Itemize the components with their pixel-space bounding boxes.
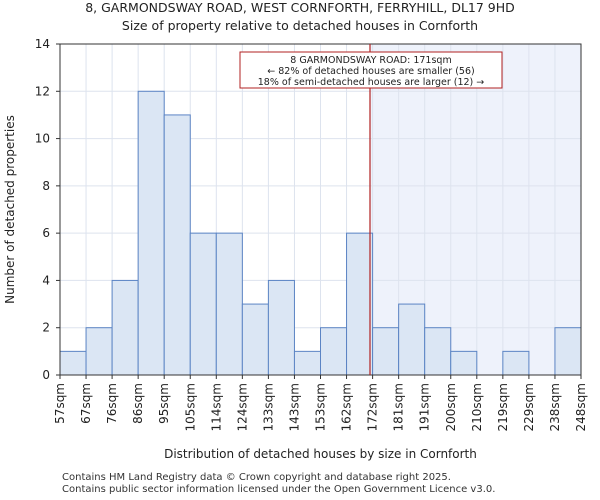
x-tick-label: 153sqm xyxy=(314,383,328,431)
histogram-bar xyxy=(502,350,530,376)
y-tick-label: 12 xyxy=(35,84,50,98)
histogram-bar xyxy=(59,350,87,376)
histogram-bar xyxy=(267,279,295,376)
histogram-bar xyxy=(450,350,478,376)
x-tick-label: 210sqm xyxy=(470,383,484,431)
x-tick-label: 67sqm xyxy=(79,383,93,424)
y-axis-label: Number of detached properties xyxy=(3,115,17,304)
x-tick-label: 95sqm xyxy=(157,383,171,424)
chart-title: 8, GARMONDSWAY ROAD, WEST CORNFORTH, FER… xyxy=(85,0,515,15)
histogram-bar xyxy=(424,327,452,376)
footer-line-2: Contains public sector information licen… xyxy=(62,484,496,495)
y-tick-label: 2 xyxy=(42,321,50,335)
x-tick-label: 86sqm xyxy=(131,383,145,424)
y-tick-label: 14 xyxy=(35,37,50,51)
histogram-bar xyxy=(554,327,582,376)
annotation-line-3: 18% of semi-detached houses are larger (… xyxy=(258,77,485,88)
x-tick-label: 57sqm xyxy=(53,383,67,424)
histogram-bar xyxy=(372,327,400,376)
x-tick-label: 133sqm xyxy=(261,383,275,431)
annotation-line-1: 8 GARMONDSWAY ROAD: 171sqm xyxy=(290,55,451,66)
histogram-bar xyxy=(85,327,113,376)
x-tick-label: 200sqm xyxy=(444,383,458,431)
histogram-bar xyxy=(111,279,139,376)
histogram-bar xyxy=(163,114,191,376)
x-tick-label: 114sqm xyxy=(209,383,223,431)
histogram-bar xyxy=(320,327,348,376)
x-axis-label: Distribution of detached houses by size … xyxy=(164,447,477,461)
y-tick-label: 8 xyxy=(42,179,50,193)
x-tick-label: 76sqm xyxy=(105,383,119,424)
x-tick-label: 172sqm xyxy=(366,383,380,431)
histogram-bar xyxy=(189,232,217,376)
histogram-bar xyxy=(137,90,165,376)
annotation-box xyxy=(239,51,503,89)
x-tick-label: 181sqm xyxy=(392,383,406,431)
histogram-bar xyxy=(241,303,269,376)
x-tick-label: 162sqm xyxy=(340,383,354,431)
annotation-line-2: ← 82% of detached houses are smaller (56… xyxy=(267,66,474,77)
x-tick-label: 229sqm xyxy=(522,383,536,431)
x-tick-label: 219sqm xyxy=(496,383,510,431)
x-tick-label: 248sqm xyxy=(574,383,588,431)
x-tick-label: 105sqm xyxy=(183,383,197,431)
y-tick-label: 10 xyxy=(35,132,50,146)
x-tick-label: 191sqm xyxy=(418,383,432,431)
x-tick-label: 124sqm xyxy=(235,383,249,431)
histogram-bar xyxy=(398,303,426,376)
y-tick-label: 0 xyxy=(42,368,50,382)
histogram-bar xyxy=(215,232,243,376)
y-tick-label: 4 xyxy=(42,273,50,287)
x-tick-label: 238sqm xyxy=(548,383,562,431)
x-tick-label: 143sqm xyxy=(287,383,301,431)
histogram-bar xyxy=(293,350,322,376)
chart-subtitle: Size of property relative to detached ho… xyxy=(121,18,479,33)
footer-line-1: Contains HM Land Registry data © Crown c… xyxy=(62,472,451,483)
histogram-bar xyxy=(346,232,374,376)
y-tick-label: 6 xyxy=(42,226,50,240)
